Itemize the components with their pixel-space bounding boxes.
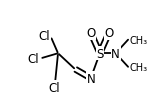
Text: N: N xyxy=(111,47,120,60)
Text: N: N xyxy=(86,72,95,85)
Text: S: S xyxy=(96,47,104,60)
Text: Cl: Cl xyxy=(27,53,39,66)
Text: CH₃: CH₃ xyxy=(129,62,147,72)
Text: O: O xyxy=(86,27,95,40)
Text: CH₃: CH₃ xyxy=(129,35,147,45)
Text: Cl: Cl xyxy=(49,81,60,94)
Text: O: O xyxy=(104,27,114,40)
Text: Cl: Cl xyxy=(38,29,50,42)
